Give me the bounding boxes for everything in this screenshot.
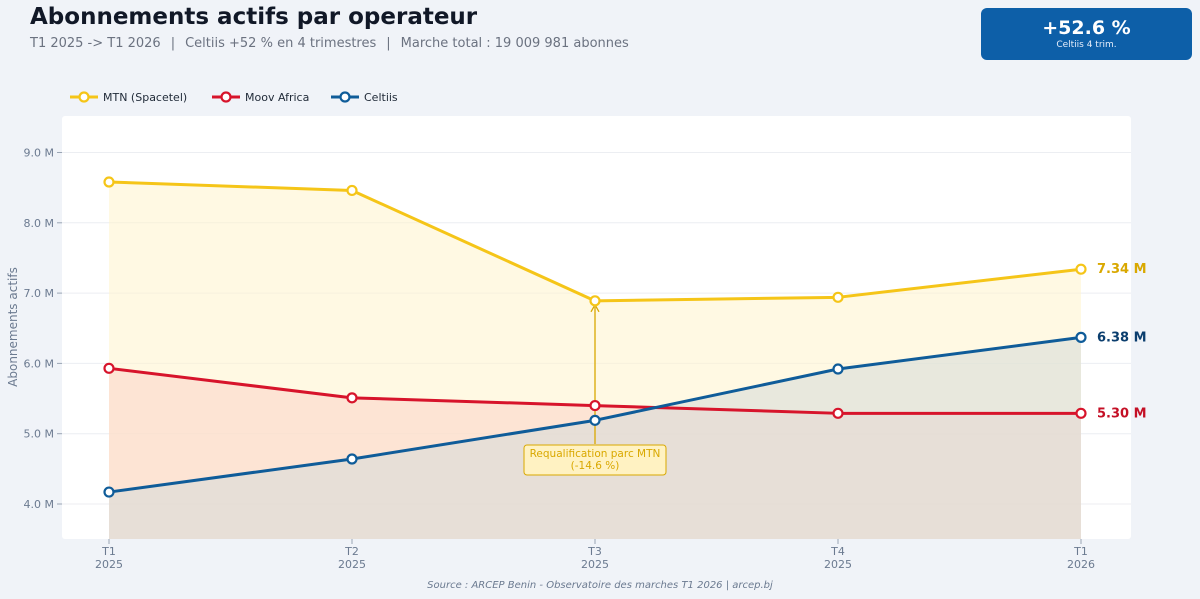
x-tick-label: T3 — [587, 545, 602, 558]
y-tick-label: 7.0 M — [24, 287, 54, 300]
point-mtn-spacetel — [103, 176, 115, 188]
legend-label-celtiis: Celtiis — [364, 91, 398, 104]
x-tick-label: 2025 — [581, 558, 609, 571]
x-tick-label: 2025 — [95, 558, 123, 571]
source-note: Source : ARCEP Benin - Observatoire des … — [427, 580, 773, 591]
point-celtiis — [103, 486, 115, 498]
point-mtn-spacetel — [589, 295, 601, 307]
x-tick-label: 2026 — [1067, 558, 1095, 571]
chart-title: Abonnements actifs par operateur — [30, 4, 478, 30]
point-moov-africa — [589, 399, 601, 412]
y-tick-label: 9.0 M — [24, 147, 54, 160]
kpi-value: +52.6 % — [1042, 17, 1131, 39]
subtitle-growth: Celtiis +52 % en 4 trimestres — [185, 36, 377, 51]
annotation-box — [523, 444, 667, 476]
y-tick-label: 8.0 M — [24, 217, 54, 230]
point-celtiis — [1075, 331, 1087, 343]
end-label-mtn-spacetel: 7.34 M — [1097, 262, 1147, 277]
point-mtn-spacetel — [1075, 263, 1087, 275]
point-moov-africa — [832, 407, 844, 419]
point-celtiis — [832, 363, 844, 375]
x-tick-label: 2025 — [338, 558, 366, 571]
subtitle-separator: | — [386, 36, 391, 51]
x-tick-label: T1 — [101, 545, 116, 558]
x-tick-label: T1 — [1073, 545, 1088, 558]
y-tick-label: 4.0 M — [24, 498, 54, 511]
y-axis-title: Abonnements actifs — [6, 267, 20, 387]
kpi-label: Celtiis 4 trim. — [1056, 40, 1117, 50]
legend-label-moov-africa: Moov Africa — [245, 91, 309, 104]
point-celtiis — [589, 414, 601, 426]
end-label-moov-africa: 5.30 M — [1097, 406, 1147, 421]
subtitle-market: Marche total : 19 009 981 abonnes — [400, 36, 629, 51]
x-tick-label: 2025 — [824, 558, 852, 571]
legend-marker-mtn-spacetel — [78, 91, 90, 103]
point-mtn-spacetel — [346, 184, 358, 197]
x-tick-label: T4 — [830, 545, 845, 558]
x-tick-label: T2 — [344, 545, 359, 558]
point-mtn-spacetel — [832, 291, 844, 303]
annotation-text: Requalification parc MTN — [530, 448, 661, 460]
y-tick-label: 5.0 M — [24, 428, 54, 441]
point-moov-africa — [1075, 407, 1087, 419]
legend-marker-moov-africa — [220, 91, 232, 103]
legend-marker-celtiis — [339, 91, 351, 103]
point-moov-africa — [346, 392, 358, 404]
y-tick-label: 6.0 M — [24, 357, 54, 370]
point-moov-africa — [103, 362, 115, 374]
legend-label-mtn-spacetel: MTN (Spacetel) — [103, 91, 187, 104]
annotation-text: (-14.6 %) — [571, 460, 620, 472]
kpi-card: +52.6 % Celtiis 4 trim. — [981, 8, 1192, 60]
chart-subtitle: T1 2025 -> T1 2026 | Celtiis +52 % en 4 tr… — [30, 36, 629, 51]
end-label-celtiis: 6.38 M — [1097, 330, 1147, 345]
point-celtiis — [346, 453, 358, 465]
subtitle-separator: | — [170, 36, 176, 51]
subtitle-period: T1 2025 -> T1 2026 — [30, 36, 161, 51]
